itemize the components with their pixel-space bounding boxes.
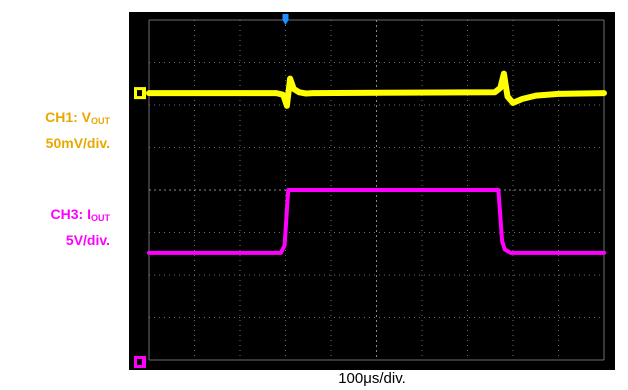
ch3-reference-marker-notch — [137, 359, 142, 365]
trace-ch1-vout — [146, 70, 607, 109]
ch1-label-subscript: OUT — [91, 116, 110, 126]
ch1-label-prefix: CH1: V — [45, 109, 91, 125]
ch3-label: CH3: IOUT — [51, 203, 110, 229]
oscilloscope-screen — [129, 12, 615, 370]
scope-traces — [146, 70, 607, 255]
ch3-label-prefix: CH3: I — [50, 206, 91, 222]
scope-markers — [134, 14, 289, 368]
ch3-label-subscript: OUT — [91, 213, 110, 223]
ch1-label-block: CH1: VOUT 50mV/div. — [45, 106, 110, 154]
ch1-scale: 50mV/div. — [45, 135, 110, 151]
timebase-label: 100μs/div. — [338, 370, 406, 387]
ch3-scale: 5V/div. — [65, 232, 110, 248]
ch1-label: CH1: VOUT — [45, 106, 110, 132]
ch1-reference-marker-notch — [137, 90, 142, 97]
trace-ch3-iout — [147, 188, 606, 255]
ch3-label-block: CH3: IOUT 5V/div. — [51, 203, 110, 251]
trigger-position-marker — [282, 14, 289, 25]
